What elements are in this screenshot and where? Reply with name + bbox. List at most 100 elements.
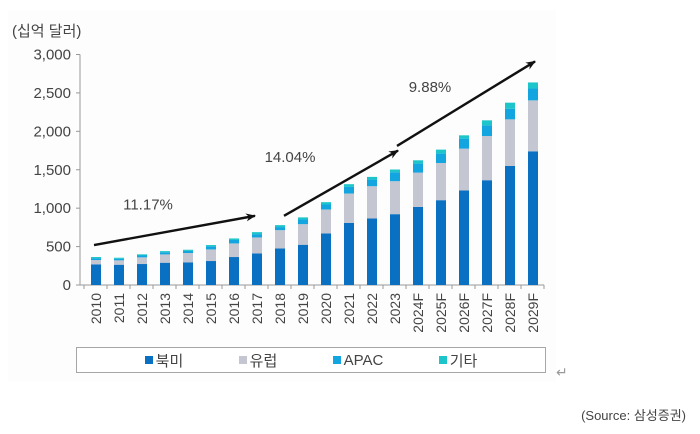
bar-segment-apac [91, 258, 101, 261]
bar-segment-north-america [206, 261, 216, 285]
bar-segment-other [229, 238, 239, 240]
bar-segment-other [298, 217, 308, 220]
bar-segment-europe [367, 186, 377, 219]
x-tick-label: 2014 [180, 293, 196, 324]
growth-arrow [396, 60, 536, 147]
x-tick-label: 2010 [88, 293, 104, 324]
bar-segment-other [505, 102, 515, 109]
legend-swatch-europe [238, 356, 247, 364]
bar-segment-europe [436, 162, 446, 201]
x-tick-label: 2023 [387, 293, 403, 324]
bar-segment-europe [459, 148, 469, 191]
y-tick-label: 3,000 [33, 47, 71, 64]
legend-item-other: 기타 [438, 350, 478, 371]
bar-segment-europe [482, 136, 492, 181]
bar-segment-apac [321, 204, 331, 210]
x-tick-label: 2018 [272, 293, 288, 324]
bar-segment-other [160, 251, 170, 253]
bar-segment-north-america [344, 222, 354, 285]
bar-segment-apac [160, 252, 170, 255]
bar-segment-europe [344, 193, 354, 223]
bar-segment-europe [206, 249, 216, 262]
bar-segment-north-america [528, 151, 538, 285]
x-tick-label: 2015 [203, 293, 219, 324]
bar-segment-europe [505, 119, 515, 166]
bar-segment-other [436, 149, 446, 154]
x-tick-label: 2029F [525, 293, 541, 333]
bar-segment-other [367, 176, 377, 180]
bar-segment-apac [436, 153, 446, 163]
bar-segment-other [459, 135, 469, 139]
bar-segment-north-america [436, 200, 446, 285]
y-tick-label: 1,500 [33, 162, 71, 179]
x-tick-label: 2026F [456, 293, 472, 333]
bar-segment-north-america [114, 264, 124, 285]
legend-label: 북미 [155, 352, 184, 370]
bar-segment-apac [482, 125, 492, 137]
bar-segment-other [183, 249, 193, 251]
bar-segment-other [344, 184, 354, 187]
bar-segment-other [321, 202, 331, 205]
x-tick-label: 2027F [479, 293, 495, 333]
bar-segment-europe [114, 260, 124, 265]
legend-item-apac: APAC [332, 352, 383, 369]
bar-segment-apac [459, 138, 469, 149]
bar-segment-europe [390, 181, 400, 215]
bar-segment-other [206, 245, 216, 247]
legend-swatch-apac [332, 356, 341, 364]
legend-swatch-other [438, 356, 447, 364]
paragraph-return-icon: ↵ [556, 364, 568, 380]
legend-label: 기타 [449, 352, 478, 370]
bar-segment-apac [229, 239, 239, 244]
bar-segment-other [91, 257, 101, 259]
y-tick-label: 2,500 [33, 85, 71, 102]
bar-segment-north-america [367, 218, 377, 285]
y-tick-label: 500 [46, 239, 71, 256]
bar-segment-europe [183, 253, 193, 263]
cagr-label: 11.17% [123, 197, 173, 214]
legend-item-europe: 유럽 [238, 350, 278, 371]
x-tick-label: 2021 [341, 293, 357, 324]
bar-segment-other [252, 232, 262, 235]
bar-segment-apac [114, 258, 124, 261]
x-tick-label: 2028F [502, 293, 518, 333]
x-tick-label: 2020 [318, 293, 334, 324]
x-tick-label: 2017 [249, 293, 265, 324]
bar-segment-europe [298, 224, 308, 245]
growth-arrow [93, 213, 256, 247]
x-tick-label: 2019 [295, 293, 311, 324]
bar-segment-europe [229, 243, 239, 258]
bar-segment-other [390, 169, 400, 173]
bar-segment-apac [298, 219, 308, 225]
bar-segment-north-america [160, 262, 170, 285]
x-tick-label: 2024F [410, 293, 426, 333]
y-tick-label: 2,000 [33, 123, 71, 140]
bar-segment-europe [160, 254, 170, 263]
bar-segment-apac [252, 234, 262, 238]
cagr-label: 14.04% [265, 149, 316, 166]
x-tick-label: 2013 [157, 293, 173, 324]
legend-item-north-america: 북미 [144, 350, 184, 371]
chart-legend: 북미 유럽 APAC 기타 [76, 347, 546, 373]
bar-segment-other [528, 82, 538, 89]
bar-segment-other [275, 225, 285, 228]
bar-segment-apac [275, 227, 285, 231]
bar-segment-europe [91, 260, 101, 265]
bar-segment-north-america [298, 244, 308, 285]
bar-segment-north-america [252, 253, 262, 285]
x-tick-label: 2012 [134, 293, 150, 324]
bar-segment-north-america [91, 264, 101, 285]
source-note: (Source: 삼성증권) [581, 408, 686, 423]
bar-segment-other [137, 254, 147, 256]
bar-segment-north-america [275, 248, 285, 285]
bar-segment-north-america [183, 262, 193, 285]
growth-arrow [283, 149, 399, 217]
bar-segment-europe [413, 172, 423, 207]
bar-segment-north-america [229, 257, 239, 285]
legend-label: 유럽 [249, 352, 278, 370]
x-tick-label: 2011 [111, 293, 127, 323]
y-axis-unit-label: (십억 달러) [12, 23, 82, 40]
bar-segment-north-america [321, 233, 331, 285]
bar-segment-north-america [390, 214, 400, 285]
